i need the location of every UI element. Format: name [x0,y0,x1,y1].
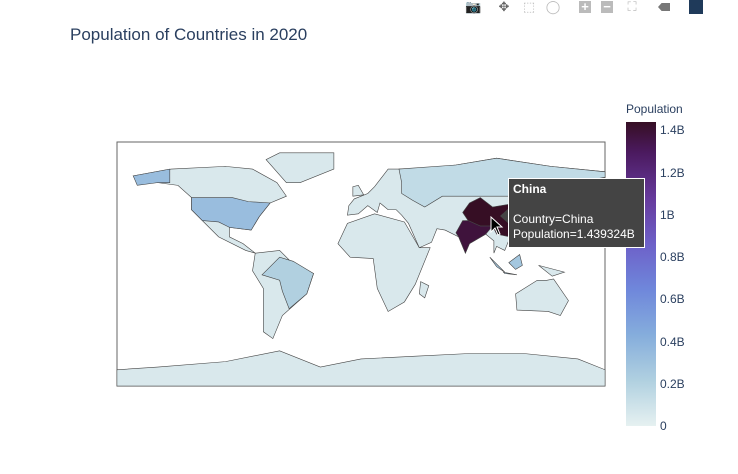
country-other[interactable] [418,281,430,299]
colorbar-title: Population [626,102,683,116]
tooltip-population: Population=1.439324B [513,227,635,241]
plotly-logo-icon[interactable] [688,0,704,14]
box-select-icon[interactable]: ⬚ [522,0,536,14]
reset-view-icon[interactable]: ⛶ [627,0,637,14]
tooltip-title: China [513,182,547,196]
country-other[interactable] [265,152,335,183]
colorbar-tick: 1B [660,207,675,222]
colorbar-tick: 0 [660,419,667,433]
country-indonesia[interactable] [508,253,523,270]
lasso-select-icon[interactable]: ◯ [545,0,561,14]
zoom-out-icon[interactable]: − [599,0,615,14]
country-other[interactable] [515,278,569,316]
zoom-in-icon[interactable]: + [577,0,593,14]
colorbar-tick: 0.8B [660,250,685,265]
colorbar-tick: 1.2B [660,165,685,180]
colorbar-tick: 0.2B [660,376,685,391]
hover-tooltip: China Country=China Population=1.439324B [508,178,645,248]
mouse-cursor-icon [490,216,504,236]
country-other[interactable] [352,185,365,197]
country-brazil[interactable] [261,256,314,310]
pan-icon[interactable]: ✥ [498,0,510,14]
tooltip-arrow [500,208,509,224]
country-indonesia[interactable] [502,271,517,276]
country-united-states[interactable] [191,197,271,231]
country-india[interactable] [455,220,494,254]
chart-title: Population of Countries in 2020 [70,25,308,44]
camera-icon[interactable]: 📷 [465,0,482,14]
country-indonesia[interactable] [489,257,505,273]
colorbar [626,122,656,426]
hover-closest-icon[interactable] [656,0,672,14]
country-united-states[interactable] [132,168,171,186]
colorbar-tick: 1.4B [660,123,685,138]
colorbar-tick: 0.6B [660,292,685,307]
country-other[interactable] [538,265,566,277]
country-other[interactable] [116,350,606,387]
tooltip-country: Country=China [513,212,594,226]
colorbar-tick: 0.4B [660,334,685,349]
country-other[interactable] [337,213,431,312]
